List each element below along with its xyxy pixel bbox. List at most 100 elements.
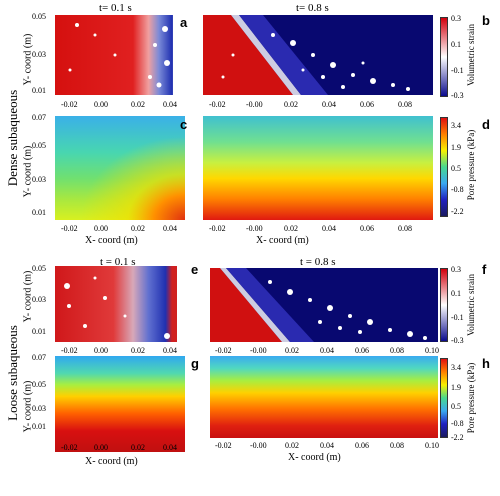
title-b: t= 0.8 s [296,2,329,14]
xtick-f-1: -0.02 [215,346,232,355]
pressure-colorbar-top [440,117,448,217]
cbp-bot-tick-1: 3.4 [451,363,461,372]
cb-bot-tick-1: 0.3 [451,265,461,274]
ytick-c-2: 0.05 [32,141,46,150]
xtick-b-1: -0.02 [209,100,226,109]
panel-b-strain-plot [203,15,433,95]
ytick-c-4: 0.01 [32,208,46,217]
cb-top-tick-2: 0.1 [451,40,461,49]
xtick-c-1: -0.02 [61,224,78,233]
xtick-g-3: 0.02 [131,443,145,452]
panel-letter-a: a [180,15,188,30]
panel-h-pressure-plot [210,356,438,438]
xtick-b-2: -0.00 [246,100,263,109]
xtick-d-5: 0.06 [360,224,374,233]
xtick-e-1: -0.02 [61,346,78,355]
xtick-b-4: 0.04 [322,100,336,109]
panel-letter-d: d [482,117,490,132]
cbp-top-tick-3: 0.5 [451,164,461,173]
strain-colorbar-bottom [440,268,448,342]
ytick-a-1: 0.05 [32,12,46,21]
cbp-bot-tick-4: -0.8 [451,419,464,428]
xtick-a-4: 0.04 [163,100,177,109]
panel-e-strain-plot [55,266,185,342]
panel-f-svg [210,268,438,342]
ytick-e-2: 0.03 [32,295,46,304]
ytick-e-3: 0.01 [32,327,46,336]
xtick-b-6: 0.08 [398,100,412,109]
xtick-d-4: 0.04 [322,224,336,233]
xtick-f-3: 0.02 [285,346,299,355]
cbp-bot-tick-3: 0.5 [451,402,461,411]
ytick-g-4: 0.01 [32,422,46,431]
xtick-f-4: 0.04 [320,346,334,355]
xtick-h-1: -0.02 [215,441,232,450]
xtick-e-4: 0.04 [163,346,177,355]
xtick-e-2: 0.00 [94,346,108,355]
xtick-c-4: 0.04 [163,224,177,233]
xtick-h-4: 0.04 [320,441,334,450]
xtick-c-2: 0.00 [94,224,108,233]
xtick-g-4: 0.04 [163,443,177,452]
panel-letter-e: e [191,262,199,277]
xtick-d-6: 0.08 [398,224,412,233]
panel-letter-f: f [482,262,487,277]
x-axis-label-d: X- coord (m) [256,235,309,246]
row-label-dense: Dense subaqueous [5,89,20,187]
cb-bot-label: Volumetric strain [466,273,476,337]
ytick-a-2: 0.03 [32,50,46,59]
cbp-top-tick-5: -2.2 [451,207,464,216]
panel-h-svg [210,356,438,438]
panel-letter-g: g [191,356,199,371]
strain-colorbar-top [440,17,448,97]
panel-letter-c: c [180,117,188,132]
xtick-d-3: 0.02 [284,224,298,233]
xtick-e-3: 0.02 [131,346,145,355]
x-axis-label-g: X- coord (m) [85,456,138,467]
pressure-colorbar-bottom [440,358,448,438]
cb-top-tick-1: 0.3 [451,14,461,23]
cb-bot-tick-3: -0.1 [451,313,464,322]
xtick-f-6: 0.08 [390,346,404,355]
xtick-f-7: 0.10 [425,346,439,355]
panel-f-strain-plot [210,268,438,342]
cb-top-tick-3: -0.1 [451,66,464,75]
cbp-bot-tick-2: 1.9 [451,383,461,392]
title-a: t= 0.1 s [99,2,132,14]
cb-bot-tick-4: -0.3 [451,336,464,345]
xtick-h-5: 0.06 [355,441,369,450]
xtick-b-5: 0.06 [360,100,374,109]
ytick-e-1: 0.05 [32,264,46,273]
xtick-f-2: -0.00 [250,346,267,355]
row-label-loose: Loose subaqueous [5,325,20,421]
xtick-f-5: 0.06 [355,346,369,355]
panel-a-svg [55,15,185,95]
xtick-b-3: 0.02 [284,100,298,109]
xtick-h-6: 0.08 [390,441,404,450]
panel-c-svg [55,116,185,220]
panel-d-svg [203,116,433,220]
xtick-g-1: -0.02 [61,443,78,452]
panel-c-pressure-plot [55,116,185,220]
x-axis-label-c: X- coord (m) [85,235,138,246]
cbp-top-label: Pore pressure (kPa) [466,129,476,201]
cb-bot-tick-2: 0.1 [451,289,461,298]
cbp-bot-label: Pore pressure (kPa) [466,362,476,434]
xtick-a-3: 0.02 [131,100,145,109]
ytick-c-3: 0.03 [32,175,46,184]
xtick-h-7: 0.10 [425,441,439,450]
panel-g-pressure-plot [55,356,185,452]
ytick-c-1: 0.07 [32,113,46,122]
title-f: t = 0.8 s [300,256,336,268]
xtick-c-3: 0.02 [131,224,145,233]
cbp-bot-tick-5: -2.2 [451,433,464,442]
ytick-g-3: 0.03 [32,404,46,413]
cb-top-label: Volumetric strain [466,23,476,87]
xtick-g-2: 0.00 [94,443,108,452]
xtick-a-2: 0.00 [94,100,108,109]
xtick-d-2: -0.00 [246,224,263,233]
x-axis-label-h: X- coord (m) [288,452,341,463]
ytick-g-1: 0.07 [32,353,46,362]
xtick-h-3: 0.02 [285,441,299,450]
cbp-top-tick-2: 1.9 [451,143,461,152]
